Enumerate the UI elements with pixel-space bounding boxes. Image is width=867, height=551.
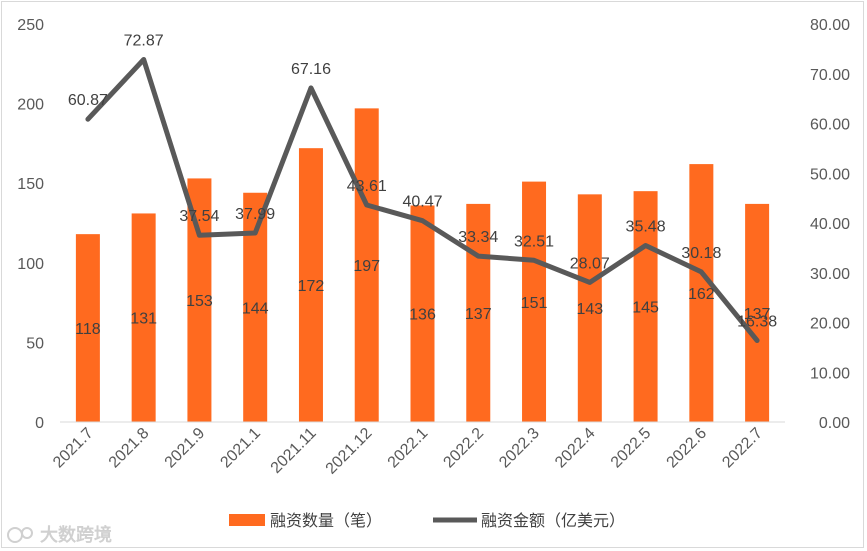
right-tick-label: 40.00 xyxy=(810,216,850,233)
x-tick-label: 2022.6 xyxy=(664,425,711,472)
x-tick-label: 2021.12 xyxy=(323,425,376,478)
bar xyxy=(131,213,156,422)
x-tick-label: 2022.4 xyxy=(552,425,599,472)
bar-data-label: 131 xyxy=(130,311,157,328)
left-axis: 0 50 100 150 200 250 xyxy=(17,17,44,432)
line-data-labels: 60.87 72.87 37.54 37.99 67.16 43.61 40.47 33.34… xyxy=(68,32,777,330)
left-tick-label: 150 xyxy=(17,176,44,193)
bar xyxy=(633,191,658,422)
bar xyxy=(577,194,602,422)
line-data-label: 32.51 xyxy=(514,233,554,250)
bar-data-label: 118 xyxy=(75,321,101,338)
bar-data-label: 162 xyxy=(688,286,715,303)
line-series xyxy=(85,57,760,343)
bar-data-label: 137 xyxy=(744,306,771,323)
line-data-label: 30.18 xyxy=(681,245,721,262)
bar-data-label: 137 xyxy=(465,306,492,323)
x-tick-label: 2021.7 xyxy=(50,425,97,472)
bar-data-label: 197 xyxy=(353,258,380,275)
bar xyxy=(745,203,770,422)
line-data-label: 28.07 xyxy=(570,255,610,272)
x-tick-label: 2022.3 xyxy=(496,425,543,472)
right-tick-label: 30.00 xyxy=(810,266,850,283)
x-tick-label: 2022.2 xyxy=(440,425,487,472)
logo-icon xyxy=(7,527,33,543)
right-tick-label: 20.00 xyxy=(810,316,850,333)
bar xyxy=(187,178,212,422)
watermark-text: 大数跨境 xyxy=(40,524,112,545)
bar-data-label: 144 xyxy=(242,300,269,317)
bar xyxy=(75,234,100,422)
left-tick-label: 100 xyxy=(17,256,44,273)
bar-data-label: 172 xyxy=(298,278,325,295)
left-tick-label: 50 xyxy=(26,335,44,352)
right-axis: 0.00 10.00 20.00 30.00 40.00 50.00 60.00 70.00 8… xyxy=(810,17,850,432)
x-tick-label: 2021.11 xyxy=(268,425,320,477)
legend-label-line: 融资金额（亿美元） xyxy=(481,512,625,530)
watermark: 大数跨境 xyxy=(7,524,112,545)
legend: 融资数量（笔） 融资金额（亿美元） xyxy=(229,512,625,530)
bar-series xyxy=(75,108,770,422)
left-tick-label: 0 xyxy=(35,415,44,432)
legend-swatch-bar xyxy=(229,514,265,526)
bar xyxy=(522,181,547,422)
bar xyxy=(466,203,491,422)
line-data-label: 16.38 xyxy=(737,314,777,331)
line-data-label: 37.54 xyxy=(179,208,219,225)
line-data-label: 72.87 xyxy=(124,32,164,49)
bar-data-label: 136 xyxy=(409,307,436,324)
x-tick-label: 2022.1 xyxy=(385,425,432,472)
x-tick-label: 2022.5 xyxy=(608,425,655,472)
x-axis: 2021.7 2021.8 2021.9 2021.1 2021.11 2021.12 20… xyxy=(50,425,766,478)
x-tick-label: 2021.1 xyxy=(217,425,264,472)
bar-data-label: 143 xyxy=(576,301,603,318)
line-data-label: 35.48 xyxy=(626,218,666,235)
bar-data-labels: 118 131 153 144 172 197 136 137 151 143 145 162 137 xyxy=(75,258,770,338)
bar xyxy=(689,164,714,422)
x-tick-label: 2022.7 xyxy=(719,425,766,472)
x-tick-label: 2021.8 xyxy=(106,425,153,472)
line-data-label: 67.16 xyxy=(291,61,331,78)
right-tick-label: 10.00 xyxy=(810,365,850,382)
line-data-label: 37.99 xyxy=(235,206,275,223)
line-data-label: 60.87 xyxy=(68,92,108,109)
x-tick-label: 2021.9 xyxy=(162,425,209,472)
bar-data-label: 145 xyxy=(632,300,659,317)
line-data-label: 40.47 xyxy=(402,194,442,211)
right-tick-label: 70.00 xyxy=(810,67,850,84)
left-tick-label: 250 xyxy=(17,17,44,34)
bar xyxy=(354,108,379,422)
legend-label-bar: 融资数量（笔） xyxy=(270,512,382,530)
bar-data-label: 151 xyxy=(521,295,548,312)
right-tick-label: 60.00 xyxy=(810,117,850,134)
right-tick-label: 50.00 xyxy=(810,166,850,183)
right-tick-label: 80.00 xyxy=(810,17,850,34)
bar-data-label: 153 xyxy=(186,293,213,310)
left-tick-label: 200 xyxy=(17,97,44,114)
right-tick-label: 0.00 xyxy=(819,415,850,432)
line-data-label: 33.34 xyxy=(458,229,498,246)
bar xyxy=(298,148,323,422)
line-data-label: 43.61 xyxy=(347,178,387,195)
bar xyxy=(410,205,435,422)
